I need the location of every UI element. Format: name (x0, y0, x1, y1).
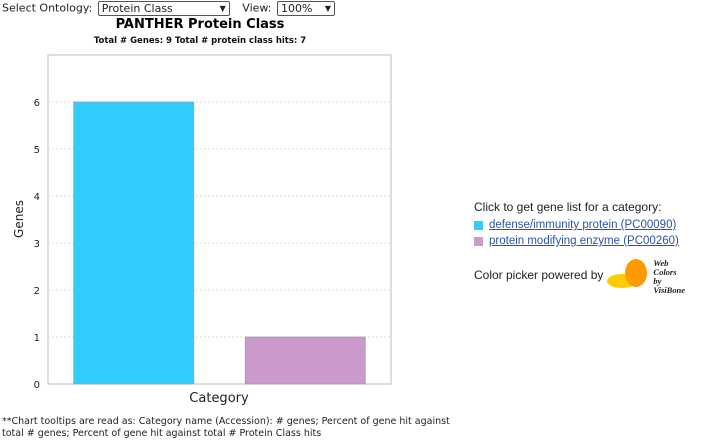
y-tick-label: 3 (34, 239, 40, 250)
legend-item[interactable]: protein modifying enzyme (PC00260) (474, 233, 683, 249)
ontology-select-value: Protein Class (101, 2, 173, 15)
bar-2[interactable] (244, 336, 366, 385)
ontology-label: Select Ontology: (2, 1, 93, 15)
chevron-down-icon: ▼ (324, 4, 332, 13)
legend-swatch (474, 220, 483, 230)
visibone-logo[interactable]: Web Colors by VisiBone (607, 257, 686, 295)
chart-title: PANTHER Protein Class (115, 17, 285, 32)
y-axis-label: Genes (12, 200, 26, 238)
x-axis-label: Category (189, 391, 249, 406)
y-tick-label: 4 (34, 192, 40, 203)
y-tick-label: 2 (34, 286, 40, 297)
bar-1[interactable] (73, 101, 195, 385)
legend-link-defense-immunity[interactable]: defense/immunity protein (PC00090) (489, 219, 677, 231)
logo-text-web: Web (653, 258, 669, 268)
chart-subtitle: Total # Genes: 9 Total # protein class h… (93, 36, 307, 46)
legend-heading: Click to get gene list for a category: (474, 200, 662, 214)
logo-text-colors: Colors by (653, 267, 677, 286)
credit-text: Color picker powered by (474, 268, 604, 282)
color-picker-credit: Color picker powered by Web Colors by Vi… (474, 257, 686, 295)
legend-swatch (474, 236, 483, 246)
ontology-select[interactable]: Protein Class ▼ (97, 1, 230, 16)
legend-link-protein-modifying[interactable]: protein modifying enzyme (PC00260) (489, 235, 679, 247)
tooltip-footnote: **Chart tooltips are read as: Category n… (2, 416, 450, 439)
bar-chart: 0 1 2 3 4 5 6 Category Genes (12, 54, 392, 406)
y-tick-label: 6 (34, 98, 40, 109)
view-select-value: 100% (281, 2, 313, 15)
legend: Click to get gene list for a category: d… (474, 200, 686, 295)
y-tick-label: 1 (34, 333, 40, 344)
y-tick-label: 5 (34, 145, 40, 156)
ontology-controls: Select Ontology: Protein Class ▼ View: 1… (2, 1, 337, 16)
chevron-down-icon: ▼ (219, 4, 226, 13)
logo-text-visibone: VisiBone (653, 285, 686, 295)
view-select[interactable]: 100% ▼ (277, 1, 336, 16)
y-tick-label: 0 (34, 380, 40, 391)
view-label: View: (242, 1, 272, 15)
legend-item[interactable]: defense/immunity protein (PC00090) (474, 217, 683, 233)
